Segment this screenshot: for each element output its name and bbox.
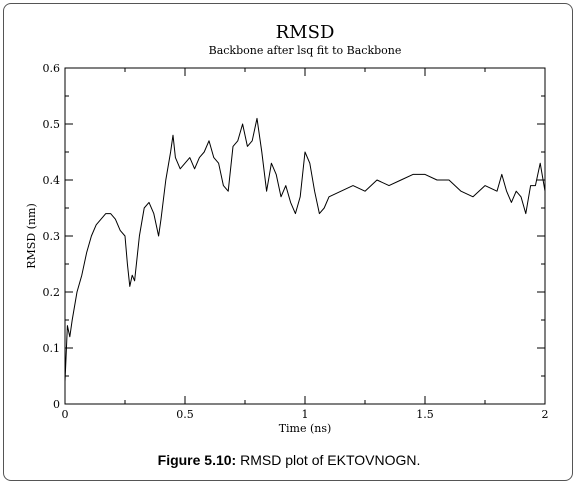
y-axis-label: RMSD (nm) <box>25 203 38 269</box>
y-tick-label: 0.6 <box>43 62 61 75</box>
y-tick-label: 0.5 <box>43 118 61 131</box>
y-tick-label: 0.2 <box>43 286 61 299</box>
chart-title: RMSD <box>276 22 335 43</box>
x-tick-label: 1.5 <box>416 408 434 421</box>
y-tick-label: 0.3 <box>43 230 61 243</box>
x-tick-label: 1 <box>302 408 309 421</box>
chart-subtitle: Backbone after lsq fit to Backbone <box>209 44 402 57</box>
figure-caption: Figure 5.10: RMSD plot of EKTOVNOGN. <box>0 452 578 468</box>
x-tick-label: 0.5 <box>176 408 194 421</box>
x-tick-label: 2 <box>542 408 549 421</box>
axis-ticks: 0 0.5 1 1.5 2 0 0.1 0.2 0.3 0.4 0.5 0.6 <box>43 62 549 421</box>
figure-frame <box>3 3 573 481</box>
plot-area-frame <box>64 67 546 405</box>
series-group <box>64 117 546 382</box>
y-tick-label: 0 <box>53 398 60 411</box>
x-axis-label: Time (ns) <box>279 422 332 435</box>
caption-text: RMSD plot of EKTOVNOGN. <box>236 452 421 468</box>
caption-label: Figure 5.10: <box>157 452 237 468</box>
x-tick-label: 0 <box>62 408 69 421</box>
rmsd-series-line <box>64 117 546 382</box>
y-tick-label: 0.4 <box>43 174 61 187</box>
y-tick-label: 0.1 <box>43 342 61 355</box>
